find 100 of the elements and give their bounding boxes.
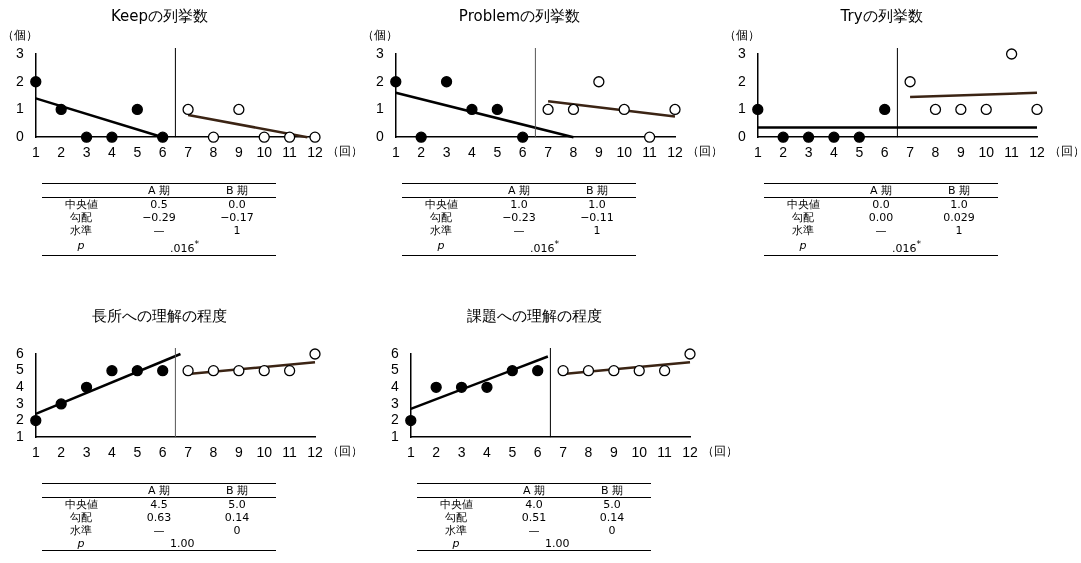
x-tick-label: 5 <box>508 444 517 461</box>
text: A 期 <box>842 183 920 198</box>
x-tick-label: 5 <box>493 144 502 161</box>
x-tick-label: 5 <box>133 444 142 461</box>
text: — <box>152 524 166 537</box>
point <box>80 381 93 393</box>
point <box>405 414 417 427</box>
y-tick-label: 2 <box>737 72 746 89</box>
x-tick-label: 4 <box>108 144 117 161</box>
text: 1 <box>954 224 964 237</box>
point <box>466 103 478 116</box>
x-axis-title: （回） <box>702 444 738 459</box>
text: 中央値 <box>423 197 459 211</box>
text: B 期 <box>198 483 276 498</box>
point <box>643 131 656 143</box>
y-tick-label: 2 <box>15 72 24 89</box>
point <box>557 364 569 377</box>
x-tick-label: 3 <box>457 444 466 461</box>
text: 1.00 <box>169 537 196 551</box>
point <box>80 131 93 143</box>
text: 水準 <box>429 224 453 237</box>
text: 水準 <box>69 224 93 237</box>
x-tick-label: 12 <box>1029 144 1045 161</box>
x-tick-label: 8 <box>931 144 940 161</box>
text: 5.0 <box>227 497 247 511</box>
y-tick-label: 3 <box>737 44 746 61</box>
x-tick-label: 1 <box>31 444 40 461</box>
point <box>182 364 194 377</box>
x-tick-label: 9 <box>956 144 965 161</box>
text: 勾配 <box>444 511 468 524</box>
y-axis-title: （個） <box>2 28 38 43</box>
x-tick-label: 2 <box>432 444 441 461</box>
text: B 期 <box>573 483 651 498</box>
x-tick-label: 7 <box>184 144 193 161</box>
text: p <box>76 537 86 551</box>
x-axis-title: （回） <box>327 444 363 459</box>
x-axis-title: （回） <box>687 144 723 159</box>
text: 0.14 <box>223 511 251 524</box>
text: 勾配 <box>791 211 815 224</box>
x-tick-label: 10 <box>256 144 273 161</box>
text: 1.0 <box>949 197 969 211</box>
x-tick-label: 4 <box>483 444 492 461</box>
text: −0.23 <box>501 211 537 224</box>
text: p <box>76 238 86 255</box>
y-tick-label: 6 <box>390 344 399 361</box>
chart-title: 長所への理解の程度 <box>92 306 227 325</box>
x-tick-label: 3 <box>804 144 813 161</box>
text: 水準 <box>444 524 468 537</box>
x-tick-label: 10 <box>616 144 633 161</box>
point <box>30 414 42 427</box>
point <box>55 398 67 410</box>
text: p <box>798 238 808 255</box>
y-tick-label: 1 <box>15 428 24 445</box>
x-tick-label: 11 <box>657 444 673 461</box>
y-tick-label: 1 <box>737 100 746 117</box>
y-tick-label: 3 <box>375 44 384 61</box>
y-tick-label: 2 <box>375 72 384 89</box>
point <box>131 103 143 116</box>
point <box>491 103 503 116</box>
x-tick-label: 8 <box>209 144 218 161</box>
text: A 期 <box>120 183 198 198</box>
text: 水準 <box>69 524 93 537</box>
x-tick-label: 3 <box>442 144 451 161</box>
point <box>608 364 620 377</box>
point <box>567 103 580 116</box>
point <box>684 348 696 360</box>
text: 0.0 <box>227 197 247 211</box>
point <box>777 131 789 143</box>
text: 水準 <box>791 224 815 237</box>
text: 勾配 <box>69 211 93 224</box>
x-tick-label: 8 <box>209 444 218 461</box>
point <box>309 131 321 143</box>
x-tick-label: 12 <box>667 144 683 161</box>
x-tick-label: 10 <box>256 444 273 461</box>
text: 1.0 <box>509 197 529 211</box>
point <box>182 103 194 116</box>
point <box>283 131 296 143</box>
x-tick-label: 11 <box>282 144 298 161</box>
x-axis-title: （回） <box>1049 144 1081 159</box>
x-tick-label: 8 <box>569 144 578 161</box>
point <box>879 103 891 116</box>
x-tick-label: 5 <box>133 144 142 161</box>
point <box>582 364 595 377</box>
point <box>30 76 42 88</box>
text: p <box>451 537 461 551</box>
x-tick-label: 5 <box>855 144 864 161</box>
text: 1.0 <box>587 197 607 211</box>
x-tick-label: 2 <box>57 144 66 161</box>
text: 0.51 <box>520 511 548 524</box>
y-tick-label: 3 <box>15 44 24 61</box>
text: 中央値 <box>785 197 821 211</box>
point <box>1031 103 1043 116</box>
chart-title: Tryの列挙数 <box>839 6 923 25</box>
text: A 期 <box>495 483 573 498</box>
point <box>752 103 764 116</box>
point <box>904 76 916 88</box>
x-tick-label: 4 <box>830 144 839 161</box>
point <box>506 364 518 377</box>
x-tick-label: 9 <box>609 444 618 461</box>
y-tick-label: 1 <box>390 428 399 445</box>
